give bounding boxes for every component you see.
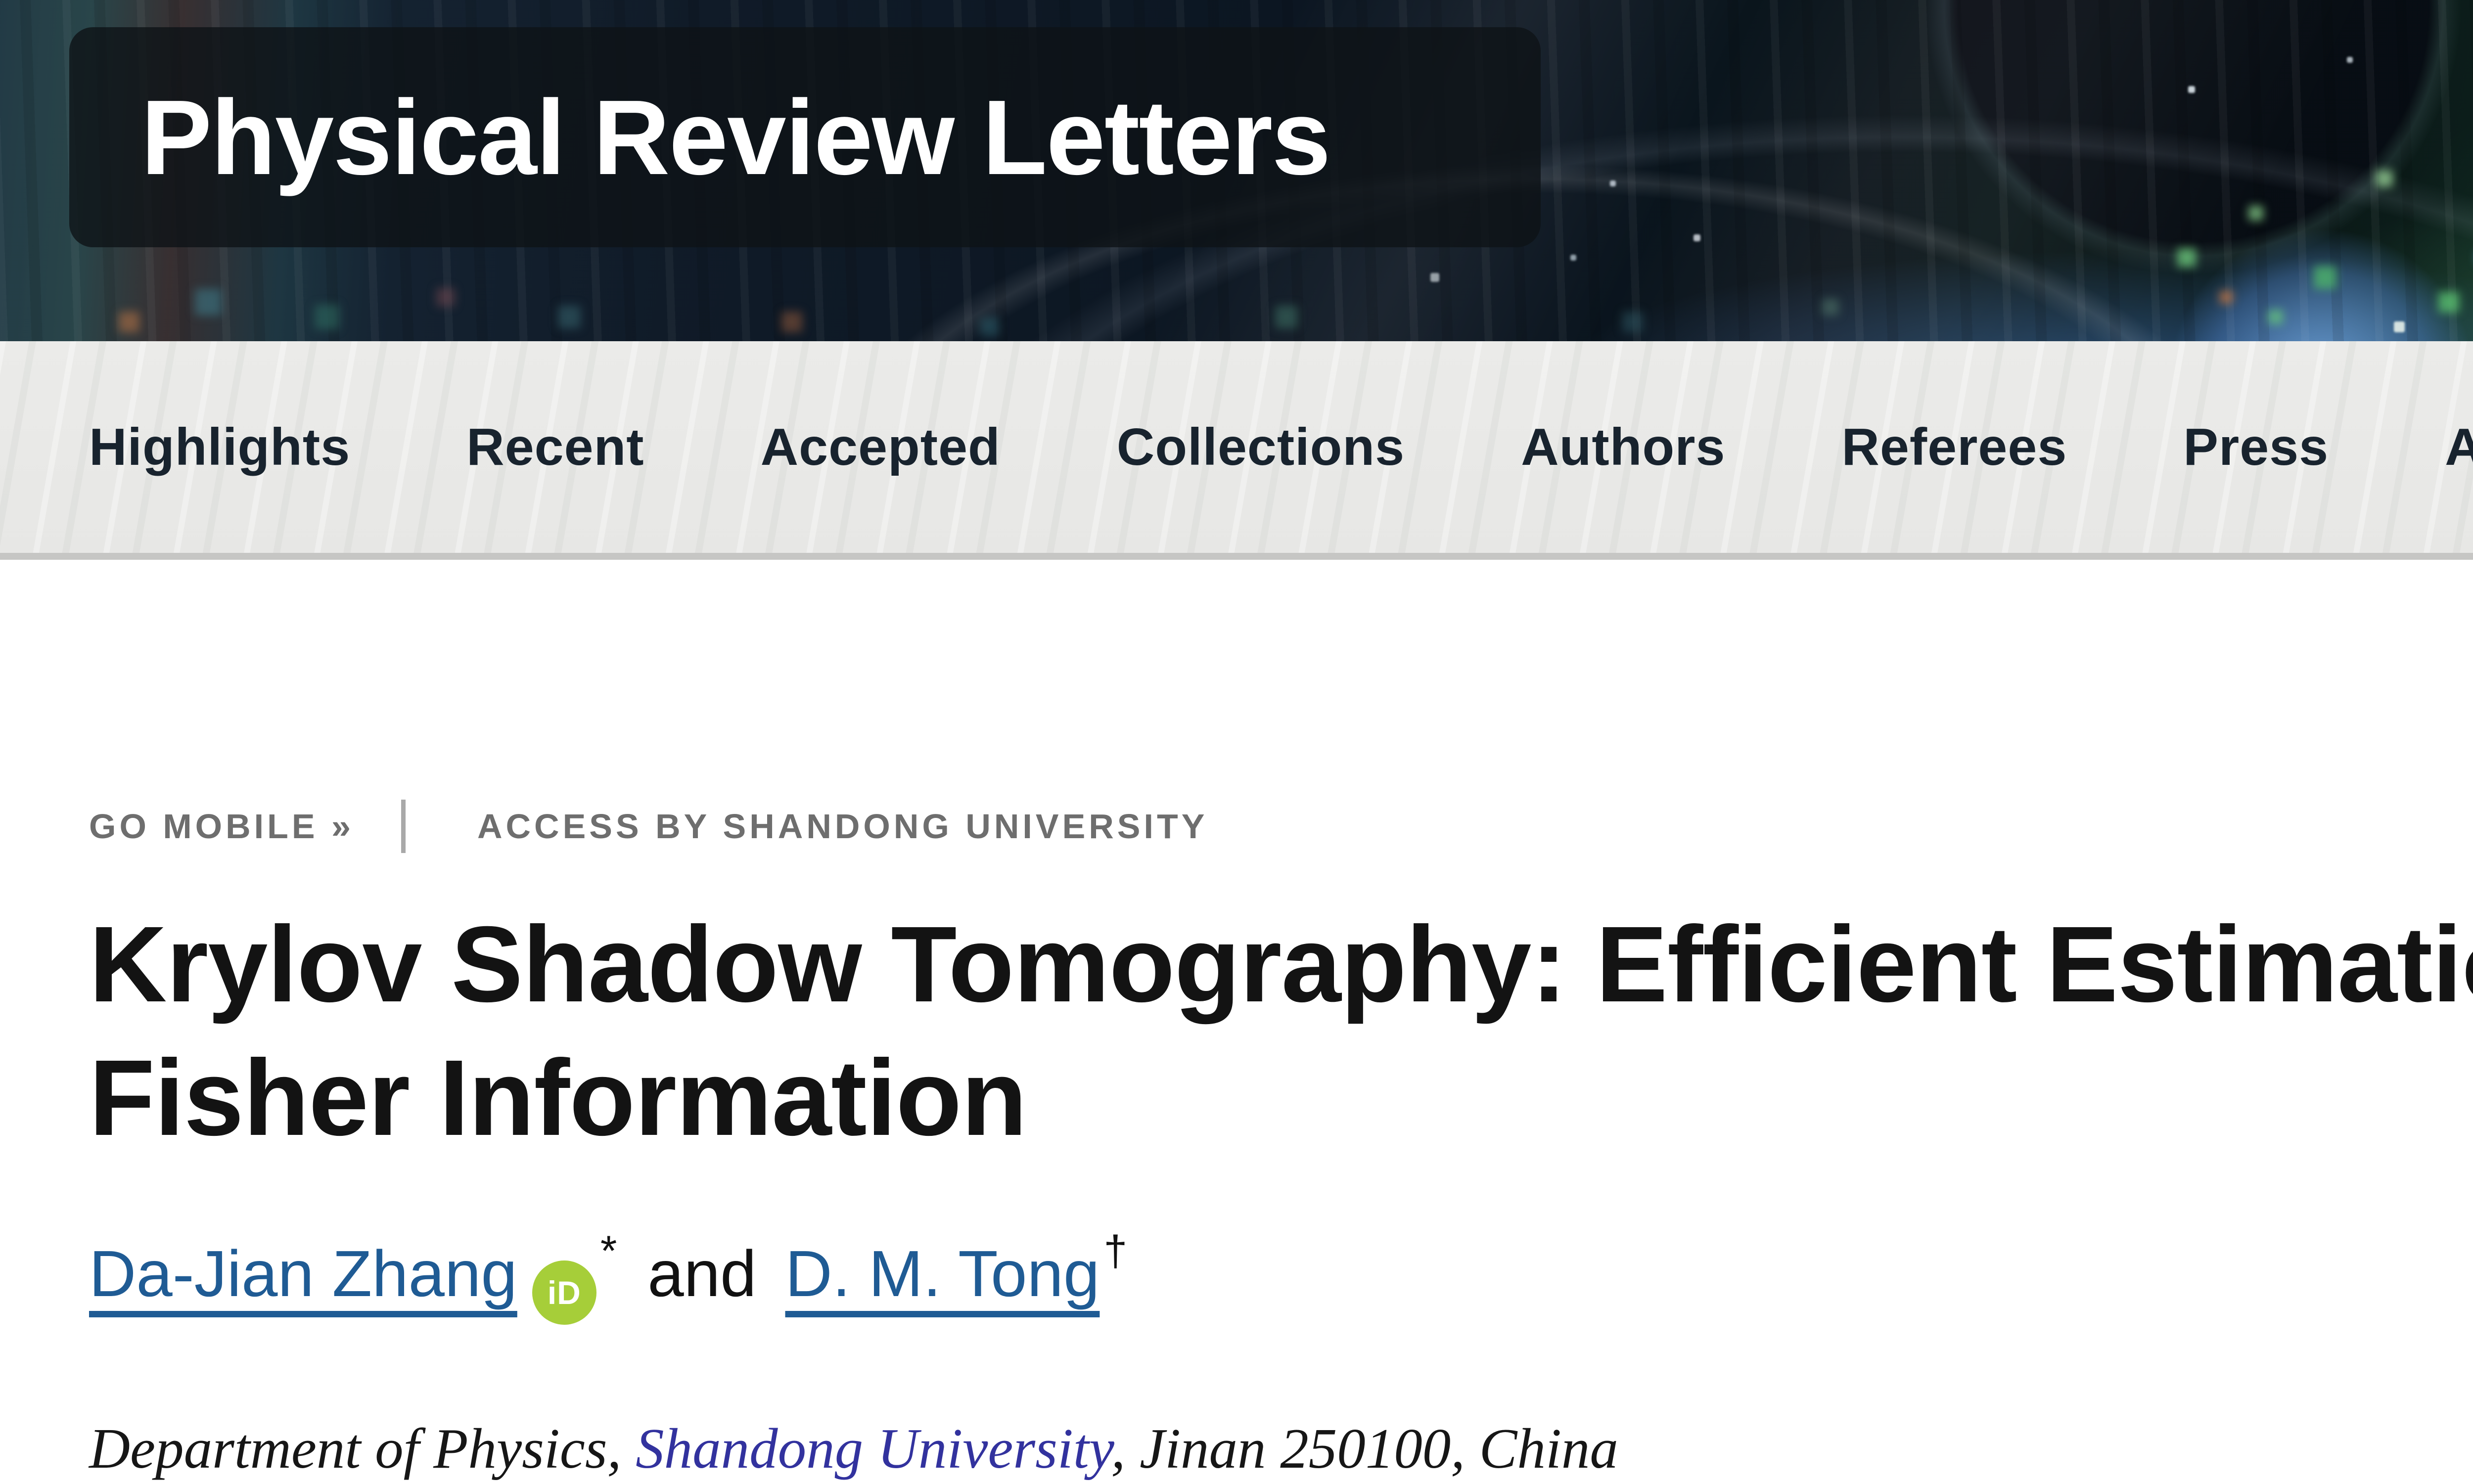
nav-item-about[interactable]: About bbox=[2445, 417, 2473, 476]
article-meta-row: GO MOBILE » ACCESS BY SHANDONG UNIVERSIT… bbox=[89, 799, 2473, 854]
nav-item-referees[interactable]: Referees bbox=[1841, 417, 2067, 476]
article-title-line1: Krylov Shadow Tomography: Efficient Esti… bbox=[89, 904, 2473, 1025]
author-link-tong[interactable]: D. M. Tong bbox=[785, 1237, 1100, 1310]
footnote-marker-dagger[interactable]: † bbox=[1103, 1227, 1128, 1275]
affiliation: Department of Physics, Shandong Universi… bbox=[89, 1416, 2473, 1482]
banner-sparkles bbox=[0, 0, 1, 1]
journal-logo[interactable]: Physical Review Letters bbox=[69, 27, 1541, 247]
article-title-line2: Fisher Information bbox=[89, 1038, 1027, 1159]
access-note: ACCESS BY SHANDONG UNIVERSITY bbox=[477, 807, 1208, 846]
author-separator: and bbox=[647, 1237, 757, 1310]
journal-logo-text: Physical Review Letters bbox=[141, 77, 1331, 197]
article-title: Krylov Shadow Tomography: Efficient Esti… bbox=[89, 898, 2473, 1166]
nav-item-authors[interactable]: Authors bbox=[1521, 417, 1726, 476]
nav-item-collections[interactable]: Collections bbox=[1116, 417, 1405, 476]
nav-item-press[interactable]: Press bbox=[2183, 417, 2329, 476]
affiliation-university-link[interactable]: Shandong University bbox=[636, 1417, 1111, 1481]
nav-item-accepted[interactable]: Accepted bbox=[760, 417, 1001, 476]
primary-nav: Highlights Recent Accepted Collections A… bbox=[0, 341, 2473, 560]
affiliation-prefix: Department of Physics, bbox=[89, 1417, 636, 1481]
meta-divider bbox=[401, 800, 406, 853]
footnote-marker-asterisk[interactable]: * bbox=[600, 1227, 617, 1275]
article-header: GO MOBILE » ACCESS BY SHANDONG UNIVERSIT… bbox=[0, 560, 2473, 1482]
journal-banner: Physical Review Letters bbox=[0, 0, 2473, 341]
nav-item-recent[interactable]: Recent bbox=[466, 417, 644, 476]
orcid-icon[interactable]: iD bbox=[532, 1260, 596, 1325]
nav-item-highlights[interactable]: Highlights bbox=[89, 417, 351, 476]
affiliation-suffix: , Jinan 250100, China bbox=[1111, 1417, 1618, 1481]
author-list: Da-Jian Zhang iD* and D. M. Tong† bbox=[89, 1222, 2473, 1325]
go-mobile-link[interactable]: GO MOBILE » bbox=[89, 807, 354, 846]
author-link-zhang[interactable]: Da-Jian Zhang bbox=[89, 1237, 517, 1310]
